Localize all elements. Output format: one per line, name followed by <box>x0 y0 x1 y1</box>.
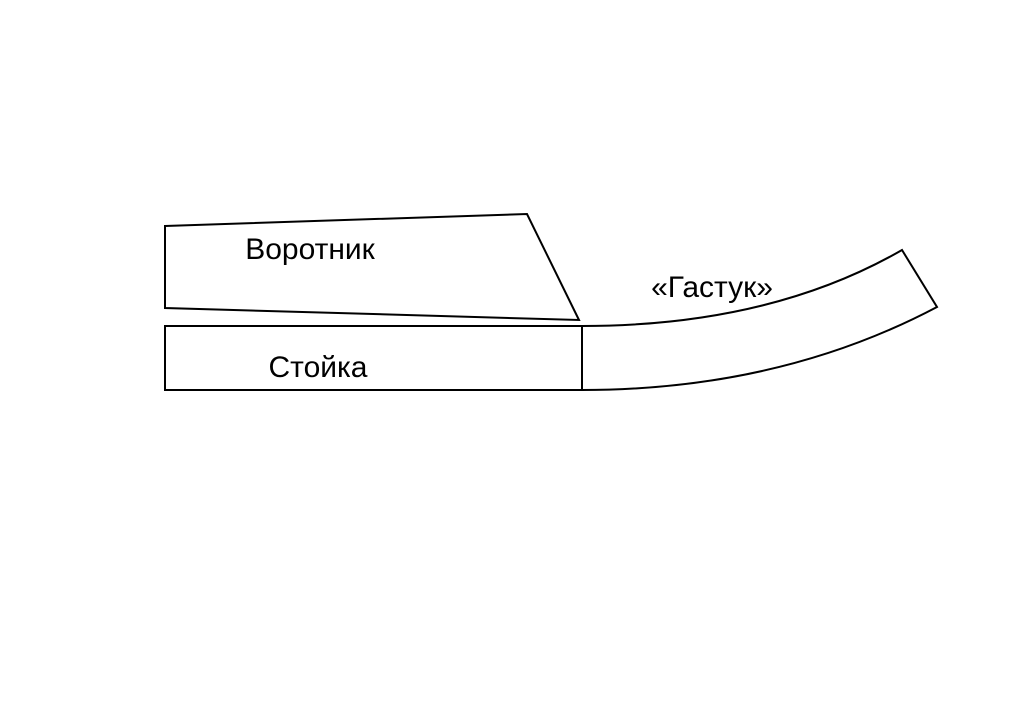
stand-label: Стойка <box>269 351 368 384</box>
collar-piece <box>165 214 579 320</box>
pattern-diagram: Воротник Стойка «Гастук» <box>0 0 1024 701</box>
tie-label: «Гастук» <box>651 271 773 304</box>
collar-label: Воротник <box>245 233 375 266</box>
